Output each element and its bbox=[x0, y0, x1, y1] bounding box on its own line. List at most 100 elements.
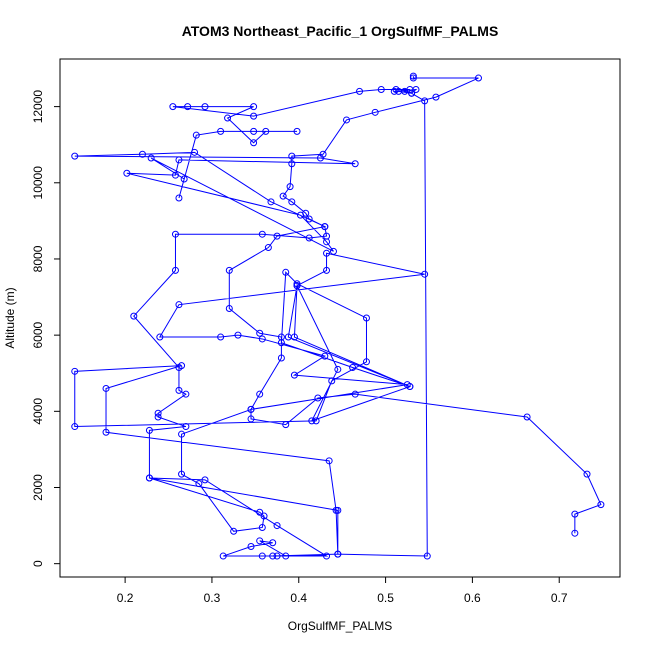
data-point bbox=[184, 103, 192, 111]
data-point bbox=[230, 527, 238, 535]
data-point bbox=[256, 537, 264, 545]
data-point bbox=[323, 266, 331, 274]
data-point bbox=[171, 230, 179, 238]
data-point bbox=[312, 417, 320, 425]
data-point bbox=[290, 333, 298, 341]
data-point bbox=[293, 127, 301, 135]
data-point bbox=[351, 390, 359, 398]
x-tick-label: 0.4 bbox=[290, 591, 307, 605]
data-point bbox=[260, 512, 268, 520]
data-point bbox=[334, 550, 342, 558]
data-point bbox=[408, 89, 416, 97]
series-line bbox=[74, 76, 602, 557]
data-point bbox=[258, 230, 266, 238]
data-point bbox=[523, 413, 531, 421]
data-point bbox=[256, 390, 264, 398]
data-point bbox=[195, 480, 203, 488]
data-point bbox=[256, 329, 264, 337]
data-point bbox=[597, 501, 605, 509]
data-point bbox=[123, 169, 131, 177]
data-point bbox=[154, 409, 162, 417]
y-tick-label: 12000 bbox=[31, 90, 45, 124]
data-point bbox=[191, 148, 199, 156]
data-point bbox=[321, 223, 329, 231]
data-point bbox=[390, 87, 398, 95]
data-point bbox=[138, 150, 146, 158]
data-point bbox=[175, 386, 183, 394]
data-point bbox=[583, 470, 591, 478]
data-point bbox=[571, 529, 579, 537]
data-point bbox=[362, 358, 370, 366]
chart-title: ATOM3 Northeast_Pacific_1 OrgSulfMF_PALM… bbox=[182, 23, 499, 39]
data-point bbox=[217, 333, 225, 341]
data-point bbox=[349, 364, 357, 372]
data-point bbox=[305, 215, 313, 223]
data-point bbox=[279, 192, 287, 200]
data-point bbox=[286, 183, 294, 191]
data-point bbox=[250, 139, 258, 147]
y-tick-label: 0 bbox=[31, 560, 45, 567]
data-point bbox=[182, 423, 190, 431]
data-point bbox=[474, 74, 482, 82]
data-point bbox=[297, 211, 304, 219]
data-point bbox=[325, 457, 333, 465]
data-point bbox=[282, 552, 290, 560]
data-point bbox=[269, 552, 277, 560]
data-point bbox=[262, 127, 270, 135]
data-point bbox=[178, 470, 186, 478]
data-point bbox=[154, 413, 162, 421]
y-tick-label: 8000 bbox=[31, 245, 45, 272]
data-point bbox=[343, 116, 351, 124]
data-point bbox=[332, 506, 340, 514]
data-point bbox=[171, 266, 179, 274]
data-point bbox=[258, 335, 266, 343]
data-point bbox=[264, 244, 272, 252]
data-point bbox=[421, 270, 429, 278]
data-point bbox=[403, 381, 411, 389]
data-point bbox=[225, 266, 233, 274]
data-point bbox=[102, 428, 110, 436]
data-point bbox=[250, 103, 258, 111]
data-point bbox=[201, 476, 209, 484]
series-points bbox=[71, 72, 605, 560]
data-point bbox=[71, 152, 79, 160]
data-point bbox=[282, 268, 290, 276]
data-point bbox=[175, 301, 183, 309]
data-point bbox=[178, 362, 186, 370]
x-axis-label: OrgSulfMF_PALMS bbox=[288, 619, 392, 633]
data-point bbox=[308, 417, 316, 425]
data-point bbox=[175, 156, 183, 164]
data-point bbox=[250, 112, 258, 120]
data-point bbox=[250, 127, 258, 135]
x-tick-label: 0.5 bbox=[377, 591, 394, 605]
series-lines bbox=[74, 76, 602, 557]
data-point bbox=[334, 365, 342, 373]
data-point bbox=[147, 154, 155, 162]
data-point bbox=[145, 474, 153, 482]
data-point bbox=[395, 87, 403, 95]
data-point bbox=[267, 198, 275, 206]
data-point bbox=[321, 352, 329, 360]
y-tick-label: 6000 bbox=[31, 321, 45, 348]
data-point bbox=[432, 93, 440, 101]
data-point bbox=[192, 131, 200, 139]
x-tick-label: 0.6 bbox=[464, 591, 481, 605]
data-point bbox=[273, 552, 281, 560]
data-point bbox=[225, 304, 233, 312]
data-point bbox=[412, 85, 420, 93]
data-point bbox=[323, 552, 331, 560]
data-point bbox=[293, 280, 301, 288]
data-point bbox=[409, 72, 417, 80]
data-point bbox=[178, 430, 186, 438]
x-tick-label: 0.7 bbox=[551, 591, 568, 605]
data-point bbox=[71, 423, 79, 431]
y-tick-label: 2000 bbox=[31, 474, 45, 501]
data-point bbox=[156, 333, 164, 341]
data-point bbox=[234, 331, 242, 339]
x-tick-label: 0.3 bbox=[204, 591, 221, 605]
data-point bbox=[329, 247, 337, 255]
data-point bbox=[356, 87, 364, 95]
data-point bbox=[247, 543, 255, 551]
